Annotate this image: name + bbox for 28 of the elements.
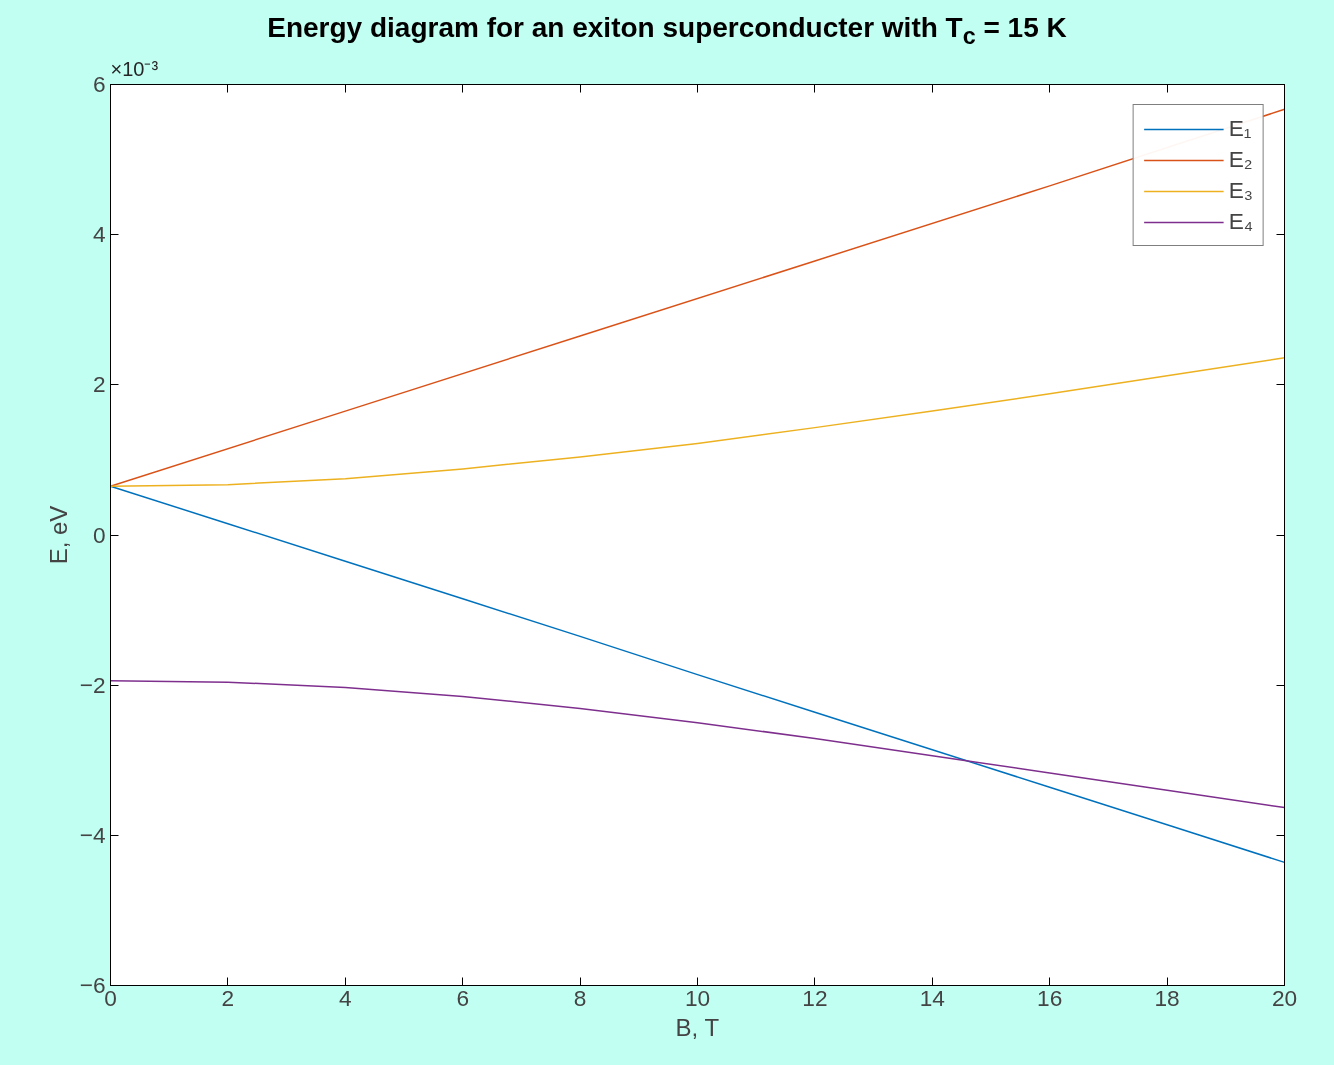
- text: ×10⁻³: [110, 57, 159, 80]
- legend-label: E₁: [1228, 115, 1252, 142]
- x-tick-label: 16: [1037, 984, 1063, 1011]
- x-tick-label: 2: [221, 984, 235, 1011]
- x-tick-label: 14: [919, 984, 945, 1011]
- line-series: [110, 679, 1285, 809]
- x-axis-title: B, T: [675, 1013, 720, 1041]
- y-axis-title: E, eV: [44, 505, 72, 565]
- x-tick-label: 20: [1271, 984, 1298, 1011]
- y-tick-label: −6: [79, 972, 106, 998]
- x-tick-label: 4: [339, 984, 352, 1011]
- x-tick-label: 12: [802, 984, 828, 1011]
- legend-label: E₂: [1228, 146, 1253, 173]
- y-tick-label: 0: [92, 521, 106, 548]
- y-tick-label: 6: [92, 71, 106, 97]
- x-tick-label: 18: [1154, 984, 1180, 1011]
- legend-label: E₃: [1228, 177, 1253, 204]
- y-tick-label: 2: [92, 371, 106, 398]
- chart-title: Energy diagram for an exiton superconducter with T$_{c}$ = 15 K: [0, 0, 1334, 49]
- y-tick-label: 4: [92, 221, 106, 248]
- x-tick-label: 8: [573, 984, 587, 1011]
- line-series: [110, 485, 1285, 864]
- y-tick-label: −2: [79, 671, 106, 698]
- legend-label: E₄: [1228, 208, 1253, 235]
- x-tick-label: 6: [456, 984, 470, 1011]
- line-series: [110, 357, 1285, 487]
- x-tick-label: 10: [684, 984, 711, 1011]
- y-tick-label: −4: [79, 821, 106, 848]
